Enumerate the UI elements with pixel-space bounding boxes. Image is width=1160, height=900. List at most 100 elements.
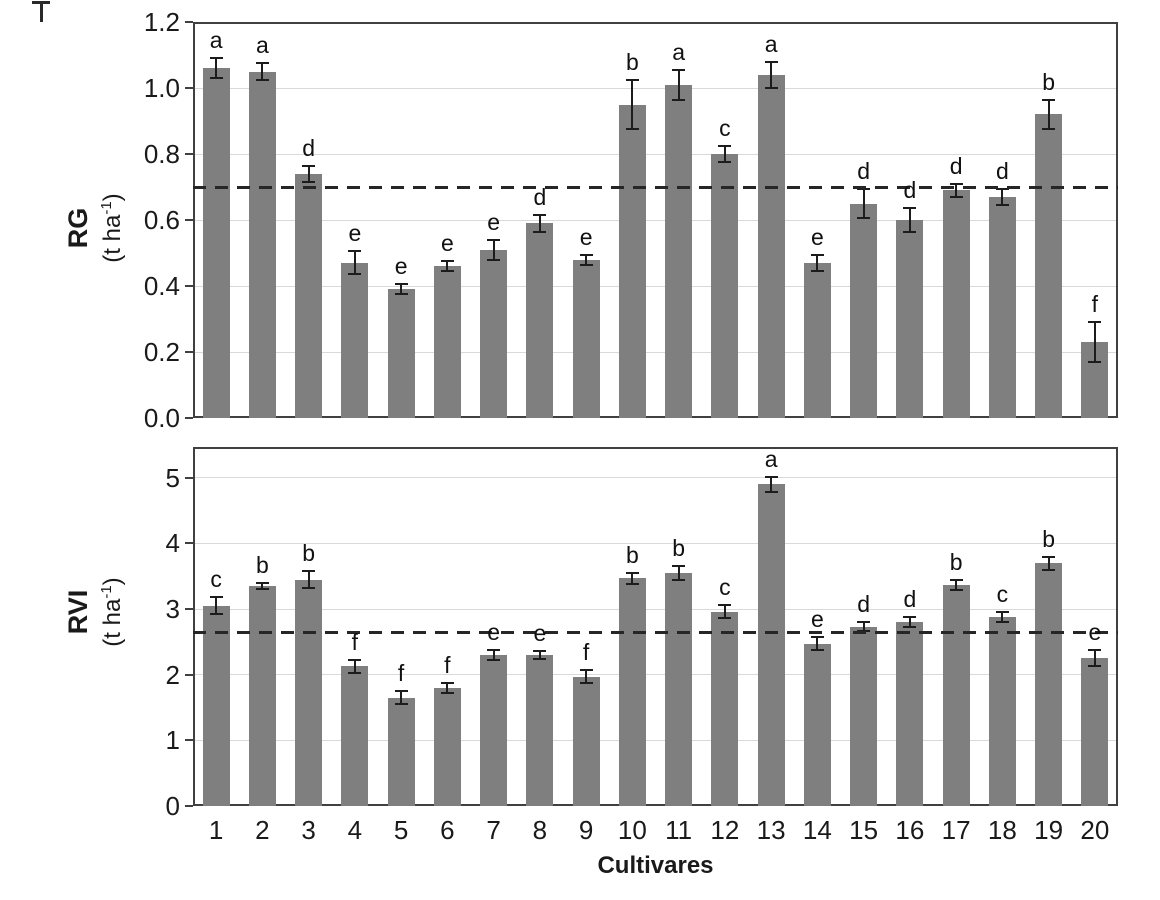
y-tick-mark xyxy=(185,351,193,353)
y-tick-label: 1.2 xyxy=(143,7,180,37)
error-bar xyxy=(492,649,495,661)
error-bar-cap-bottom xyxy=(209,613,223,616)
x-tick-label: 13 xyxy=(756,815,786,845)
error-bar-cap-bottom xyxy=(949,195,963,198)
bar-cultivar-17 xyxy=(942,584,970,806)
error-bar-cap-bottom xyxy=(1042,128,1056,131)
significance-letter: b xyxy=(1042,525,1056,552)
error-bar xyxy=(770,61,773,88)
significance-letter: f xyxy=(582,639,590,666)
error-bar xyxy=(631,79,634,130)
error-bar-cap-top xyxy=(255,581,269,584)
significance-letter: b xyxy=(255,551,269,578)
gridline xyxy=(193,285,1118,287)
bar-cultivar-2 xyxy=(248,71,276,418)
error-bar-cap-top xyxy=(903,615,917,618)
error-bar-cap-bottom xyxy=(995,204,1009,207)
error-bar-cap-bottom xyxy=(903,230,917,233)
error-bar-cap-bottom xyxy=(949,589,963,592)
error-bar-cap-top xyxy=(764,60,778,63)
error-bar xyxy=(585,254,588,265)
error-bar-cap-bottom xyxy=(718,617,732,620)
error-bar-cap-top xyxy=(487,238,501,241)
significance-letter: c xyxy=(996,581,1009,608)
y-tick-mark xyxy=(185,476,193,479)
significance-letter: a xyxy=(209,27,223,54)
error-bar xyxy=(908,208,911,232)
y-tick-mark xyxy=(185,219,193,221)
x-tick-label: 15 xyxy=(849,815,879,845)
significance-letter: b xyxy=(1042,68,1056,95)
error-bar-cap-bottom xyxy=(903,626,917,629)
error-bar-cap-bottom xyxy=(255,588,269,591)
x-tick-label: 18 xyxy=(987,815,1017,845)
error-bar-cap-top xyxy=(625,78,639,81)
error-bar-cap-bottom xyxy=(579,682,593,685)
error-bar-cap-top xyxy=(1088,649,1102,652)
y-tick-label: 1.0 xyxy=(143,73,180,103)
bar-cultivar-10 xyxy=(618,578,646,806)
gridline xyxy=(193,351,1118,353)
error-bar-cap-bottom xyxy=(394,293,408,296)
error-bar-cap-top xyxy=(348,658,362,661)
error-bar-cap-bottom xyxy=(764,491,778,494)
x-tick-label: 14 xyxy=(802,815,832,845)
error-bar xyxy=(1001,612,1004,622)
bar-cultivar-3 xyxy=(295,579,323,806)
y-tick-mark xyxy=(185,87,193,89)
error-bar-cap-bottom xyxy=(302,587,316,590)
bar-cultivar-5 xyxy=(387,289,415,418)
error-bar-cap-top xyxy=(579,669,593,672)
bar-cultivar-3 xyxy=(295,173,323,418)
error-bar-cap-bottom xyxy=(579,263,593,266)
significance-letter: e xyxy=(348,220,362,247)
y-tick-label: 5 xyxy=(165,462,180,493)
y-tick-mark xyxy=(185,739,193,742)
error-bar xyxy=(307,571,310,589)
y-tick-mark xyxy=(185,417,193,419)
error-bar-cap-top xyxy=(394,690,408,693)
error-bar-cap-bottom xyxy=(487,258,501,261)
error-bar xyxy=(492,239,495,260)
bar-cultivar-11 xyxy=(665,573,693,806)
error-bar xyxy=(631,573,634,584)
y-tick-label: 0.8 xyxy=(143,139,180,169)
significance-letter: a xyxy=(672,38,686,65)
error-bar-cap-top xyxy=(1088,321,1102,324)
bar-cultivar-15 xyxy=(850,203,878,418)
error-bar-cap-top xyxy=(302,164,316,167)
significance-letter: d xyxy=(857,591,871,618)
significance-letter: b xyxy=(302,540,316,567)
error-bar xyxy=(446,261,449,272)
reference-dashed-line xyxy=(193,630,1118,634)
significance-letter: d xyxy=(995,157,1009,184)
bar-cultivar-4 xyxy=(341,666,369,806)
error-bar-cap-bottom xyxy=(857,217,871,220)
error-bar-cap-bottom xyxy=(255,78,269,81)
gridline xyxy=(193,153,1118,155)
error-bar-cap-bottom xyxy=(302,181,316,184)
x-tick-label: 2 xyxy=(255,815,270,845)
x-tick-label: 17 xyxy=(941,815,971,845)
error-bar-cap-bottom xyxy=(718,161,732,164)
plot-frame xyxy=(193,447,1118,806)
bar-cultivar-9 xyxy=(572,676,600,806)
error-bar xyxy=(862,622,865,632)
error-bar-cap-bottom xyxy=(487,659,501,662)
significance-letter: d xyxy=(533,184,547,211)
y-tick-mark xyxy=(185,153,193,155)
error-bar xyxy=(677,69,680,100)
error-bar xyxy=(585,670,588,684)
error-bar-cap-top xyxy=(857,187,871,190)
y-tick-label: 0.6 xyxy=(143,205,180,235)
bar-cultivar-18 xyxy=(988,616,1016,806)
gridline xyxy=(193,674,1118,676)
x-tick-label: 1 xyxy=(208,815,224,845)
error-bar-cap-bottom xyxy=(1088,665,1102,668)
bar-cultivar-19 xyxy=(1035,563,1063,806)
error-bar-cap-top xyxy=(764,475,778,478)
reference-dashed-line xyxy=(193,185,1118,189)
significance-letter: d xyxy=(949,152,963,179)
stray-error-bar-mark xyxy=(32,0,52,24)
bar-cultivar-12 xyxy=(711,154,739,418)
